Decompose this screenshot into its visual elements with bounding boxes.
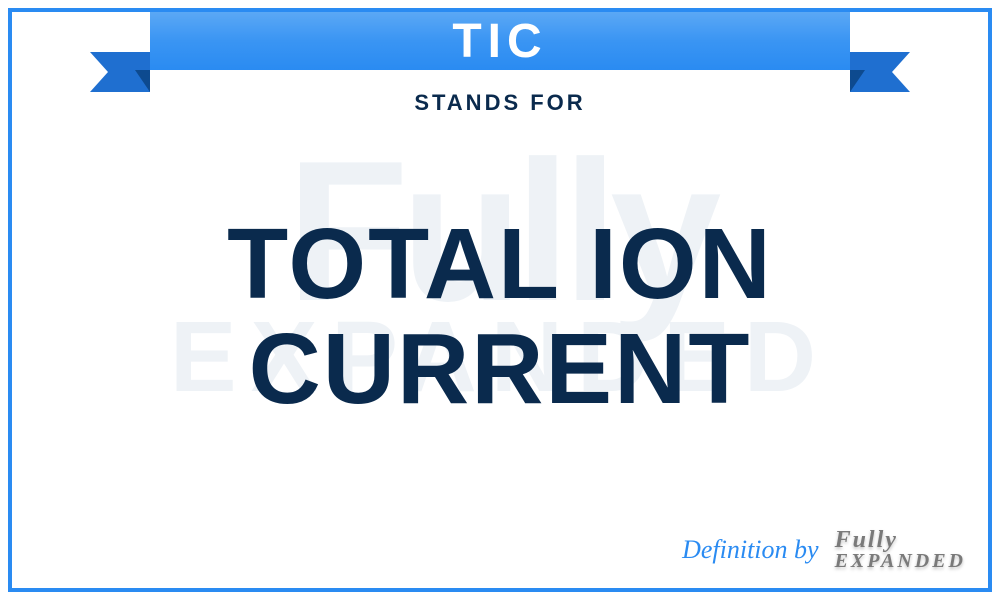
ribbon-fold-left — [135, 70, 150, 92]
ribbon-main: TIC — [150, 12, 850, 70]
ribbon-banner: TIC — [90, 12, 910, 92]
ribbon-fold-right — [850, 70, 865, 92]
stands-for-label: STANDS FOR — [12, 90, 988, 116]
credit-by-text: Definition by — [682, 535, 818, 565]
acronym-text: TIC — [452, 14, 547, 69]
card-frame: Fully EXPANDED TIC STANDS FOR TOTAL ION … — [8, 8, 992, 592]
credit-logo: Fully EXPANDED — [835, 530, 966, 570]
credit-logo-line2: EXPANDED — [835, 550, 966, 572]
definition-text: TOTAL ION CURRENT — [52, 212, 948, 422]
credit-block: Definition by Fully EXPANDED — [682, 530, 966, 570]
